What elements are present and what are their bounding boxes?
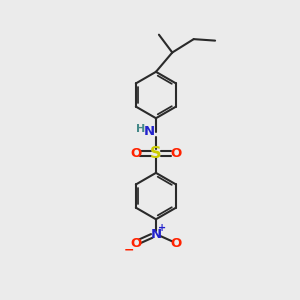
Text: O: O — [170, 147, 182, 160]
Text: N: N — [144, 125, 155, 138]
Text: O: O — [130, 236, 141, 250]
Text: N: N — [150, 228, 161, 241]
Text: −: − — [124, 243, 134, 256]
Text: H: H — [136, 124, 146, 134]
Text: S: S — [150, 146, 162, 161]
Text: +: + — [158, 223, 166, 233]
Text: O: O — [130, 147, 141, 160]
Text: O: O — [170, 236, 182, 250]
